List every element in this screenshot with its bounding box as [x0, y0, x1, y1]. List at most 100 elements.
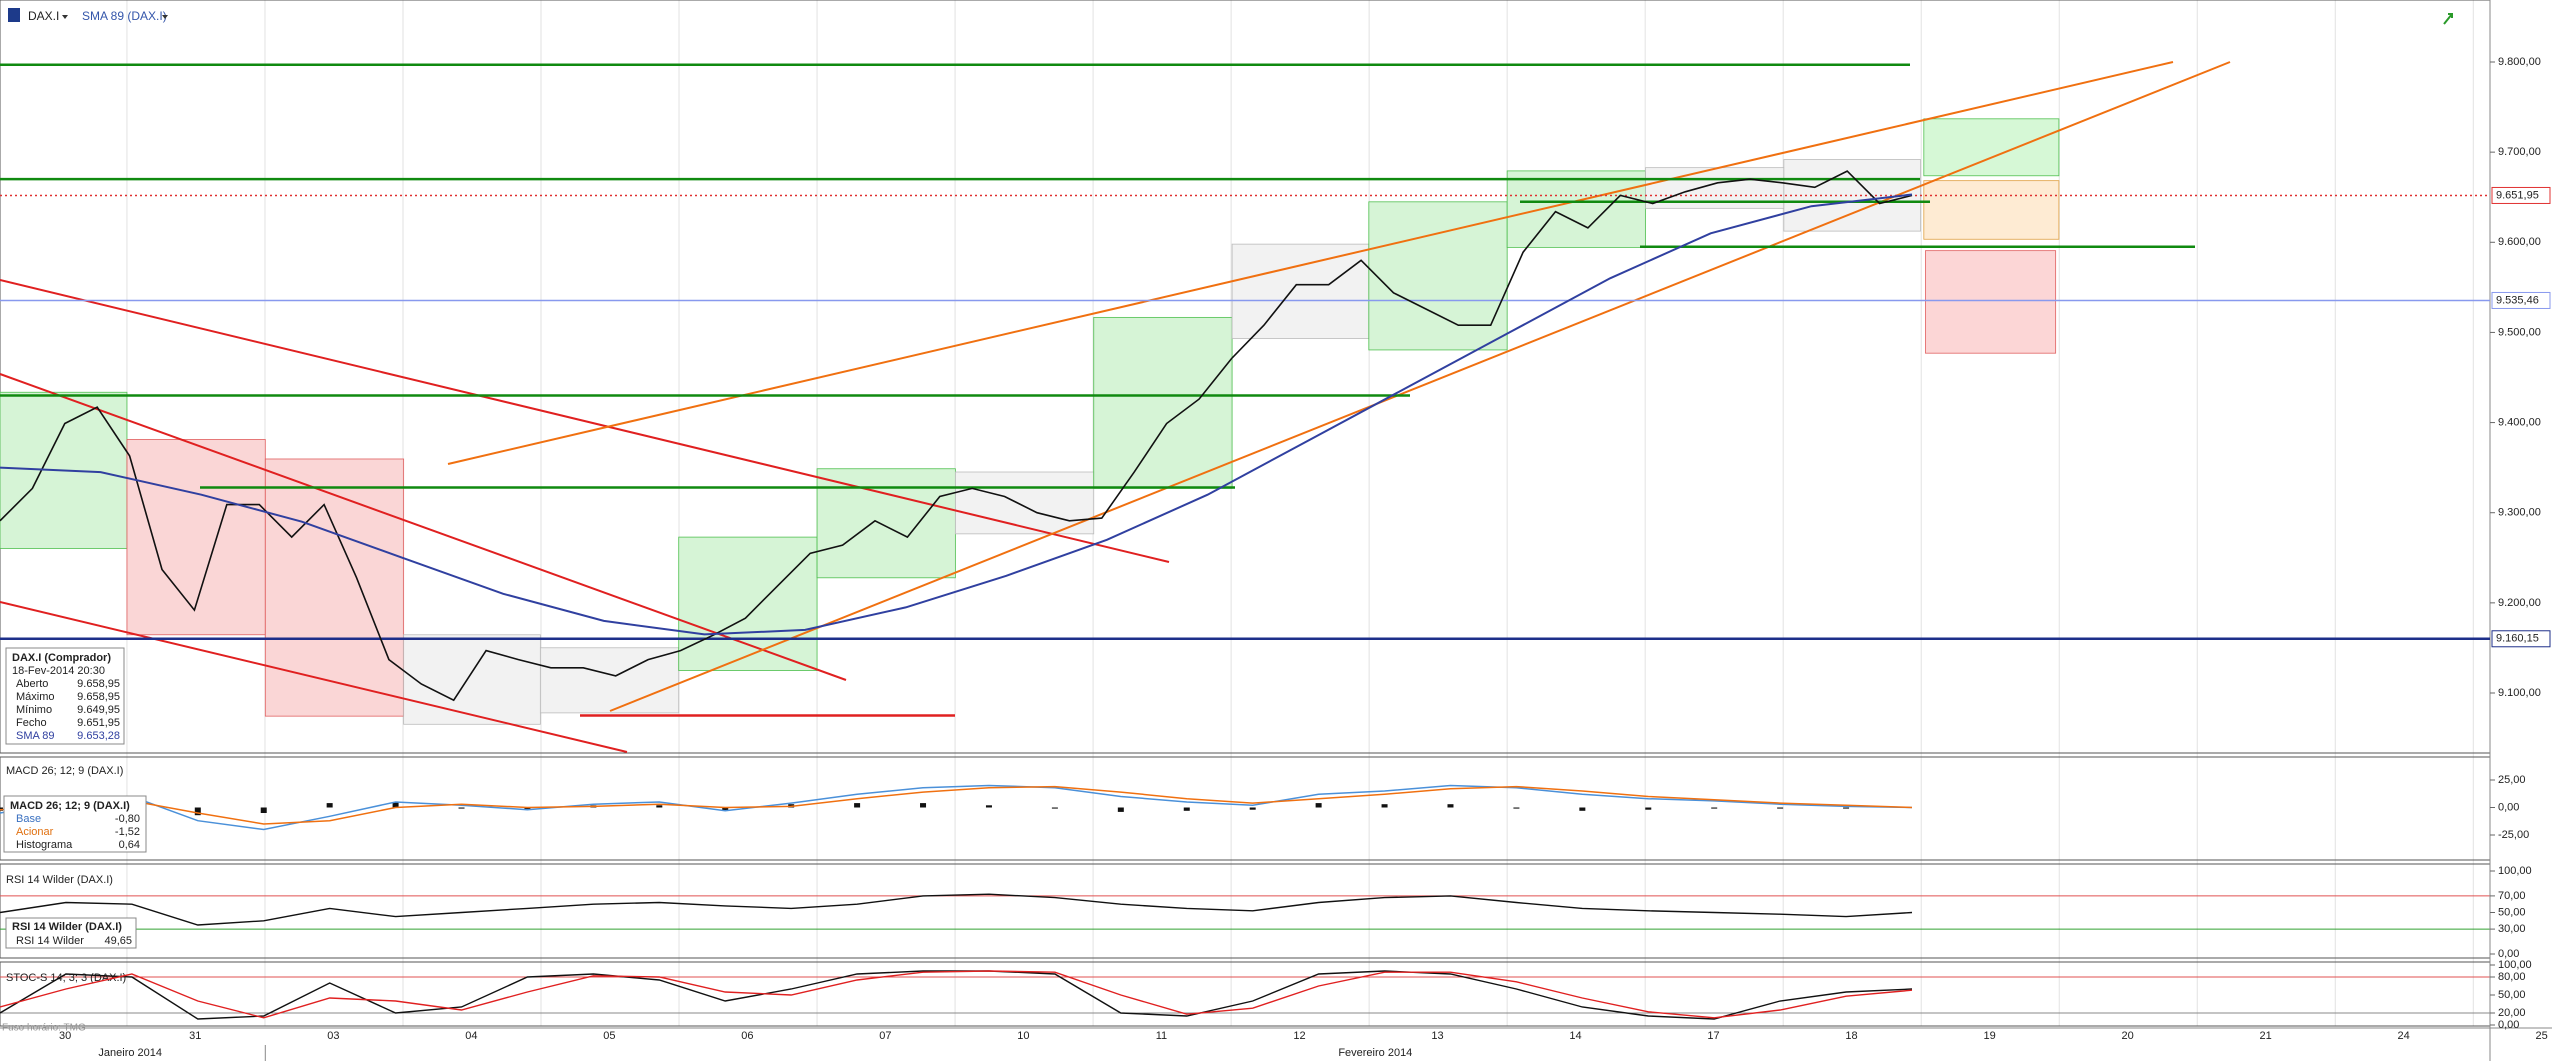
panel-frame	[0, 756, 2491, 861]
dropdown[interactable]	[162, 15, 168, 19]
legend-bg	[5, 917, 137, 949]
zone-box	[539, 647, 680, 714]
drawings	[0, 0, 2491, 1027]
info-value: 9.649,95	[77, 704, 120, 716]
zone-box	[1368, 201, 1508, 351]
tick-label: 0,00	[2498, 948, 2519, 960]
legend-key: Histograma	[16, 839, 73, 851]
info-title: DAX.I (Comprador)	[12, 652, 111, 664]
zone-box	[1923, 118, 2060, 177]
symbol-icon	[8, 8, 20, 22]
histogram-bar	[1777, 807, 1784, 809]
info-key: SMA 89	[16, 730, 55, 742]
legend-value: 0,64	[119, 839, 140, 851]
tick-label: 100,00	[2498, 959, 2532, 971]
histogram-bar	[524, 807, 531, 810]
marker-label: 9.651,95	[2496, 189, 2539, 201]
price-tick-label: 9.300,00	[2498, 507, 2541, 519]
histogram-bar	[1513, 807, 1520, 809]
info-key: Aberto	[16, 678, 48, 690]
info-value: 9.658,95	[77, 678, 120, 690]
zone-box	[1093, 316, 1233, 489]
trend-line	[447, 61, 2174, 465]
histogram-bar	[1117, 807, 1124, 812]
panel-title[interactable]: RSI 14 Wilder (DAX.I)	[6, 874, 113, 886]
histogram-bar	[1447, 804, 1454, 808]
price-tick-label: 9.800,00	[2498, 56, 2541, 68]
zone-box	[816, 468, 956, 579]
expand-icon[interactable]	[2443, 13, 2453, 25]
panel-title[interactable]: MACD 26; 12; 9 (DAX.I)	[6, 765, 123, 777]
date-label: 18	[1845, 1030, 1857, 1042]
tick-label: 0,00	[2498, 1019, 2519, 1031]
date-label: 21	[2259, 1030, 2271, 1042]
info-value: 9.658,95	[77, 691, 120, 703]
price-tick-label: 9.500,00	[2498, 326, 2541, 338]
macd-signal	[0, 785, 1913, 825]
legend-key: Acionar	[16, 826, 54, 838]
tick-label: 70,00	[2498, 890, 2526, 902]
zone-box	[1231, 243, 1370, 339]
histogram-bar	[1315, 803, 1322, 808]
histogram-bar	[1843, 807, 1850, 809]
date-label: 11	[1156, 1030, 1167, 1042]
legend-title: MACD 26; 12; 9 (DAX.I)	[10, 800, 130, 812]
info-box: DAX.I (Comprador)18-Fev-2014 20:30Aberto…	[5, 647, 125, 745]
price-tick-label: 9.400,00	[2498, 416, 2541, 428]
zone-box	[1506, 170, 1646, 248]
date-label: 10	[1017, 1030, 1029, 1042]
rsi-legend: RSI 14 Wilder (DAX.I) RSI 14 Wilder 49,65	[5, 917, 137, 949]
price-tick-label: 9.100,00	[2498, 687, 2541, 699]
marker-box	[2491, 630, 2551, 648]
tick-label: 50,00	[2498, 906, 2526, 918]
tick-label: 0,00	[2498, 801, 2519, 813]
histogram-bar	[392, 802, 399, 808]
price-line	[0, 170, 1913, 702]
trend-line	[609, 61, 2231, 712]
macd-base	[0, 784, 1913, 831]
date-label: 30	[59, 1030, 71, 1042]
date-label: 12	[1293, 1030, 1305, 1042]
histogram-bar	[722, 807, 729, 811]
legend-key: RSI 14 Wilder	[16, 935, 84, 947]
price-tick-label: 9.200,00	[2498, 597, 2541, 609]
marker-box	[2491, 291, 2551, 309]
info-value: 9.653,28	[77, 730, 120, 742]
dropdown[interactable]	[62, 15, 68, 19]
legend-title: RSI 14 Wilder (DAX.I)	[12, 921, 122, 933]
histogram-bar	[326, 803, 333, 808]
rsi-line	[0, 893, 1913, 926]
histogram-bar	[920, 803, 927, 808]
tick-label: 80,00	[2498, 971, 2526, 983]
histogram-bar	[1711, 807, 1718, 809]
histogram-bar	[1183, 807, 1190, 811]
symbol[interactable]: DAX.I	[28, 9, 59, 23]
histogram-bar	[1579, 807, 1586, 811]
date-label: 04	[465, 1030, 477, 1042]
histogram-bar	[1249, 807, 1256, 810]
macd-legend: MACD 26; 12; 9 (DAX.I)Base -0,80 Acionar -1…	[3, 795, 147, 853]
date-label: 05	[603, 1030, 615, 1042]
indicator[interactable]: SMA 89 (DAX.I)	[82, 9, 167, 23]
zone-box	[264, 458, 405, 717]
marker-box	[2491, 186, 2551, 204]
histogram-bar	[656, 805, 663, 808]
panel-frame	[0, 961, 2491, 1027]
info-box-bg	[5, 647, 125, 745]
zone-box	[678, 536, 818, 671]
info-value: 9.651,95	[77, 717, 120, 729]
date-label: 13	[1431, 1030, 1443, 1042]
info-key: Máximo	[16, 691, 55, 703]
info-key: Fecho	[16, 717, 47, 729]
marker-label: 9.535,46	[2496, 294, 2539, 306]
date-label: 20	[2121, 1030, 2133, 1042]
histogram-bar	[260, 807, 267, 813]
month-label: Fevereiro 2014	[1338, 1047, 1412, 1059]
tick-label: 50,00	[2498, 989, 2526, 1001]
month-label: Janeiro 2014	[98, 1047, 162, 1059]
histogram-bar	[194, 807, 201, 816]
histogram-bar	[985, 805, 992, 808]
legend-value: -0,80	[115, 813, 140, 825]
zone-box	[1923, 180, 2060, 240]
sma-line	[0, 193, 1913, 636]
